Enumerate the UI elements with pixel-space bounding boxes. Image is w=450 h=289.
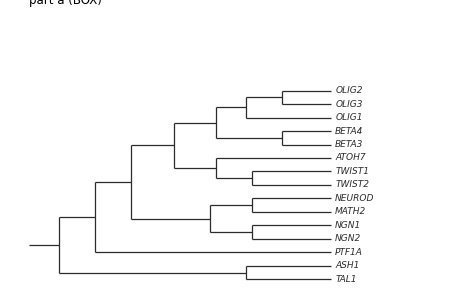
Text: OLIG3: OLIG3 bbox=[335, 99, 363, 109]
Text: OLIG1: OLIG1 bbox=[335, 113, 363, 122]
Text: BETA4: BETA4 bbox=[335, 127, 364, 136]
Text: NGN1: NGN1 bbox=[335, 221, 361, 230]
Text: NGN2: NGN2 bbox=[335, 234, 361, 243]
Text: NEUROD: NEUROD bbox=[335, 194, 374, 203]
Text: part a (BOX): part a (BOX) bbox=[29, 0, 102, 7]
Text: TWIST2: TWIST2 bbox=[335, 180, 369, 190]
Text: MATH2: MATH2 bbox=[335, 208, 366, 216]
Text: ASH1: ASH1 bbox=[335, 261, 360, 271]
Text: ATOH7: ATOH7 bbox=[335, 153, 366, 162]
Text: TWIST1: TWIST1 bbox=[335, 167, 369, 176]
Text: TAL1: TAL1 bbox=[335, 275, 357, 284]
Text: BETA3: BETA3 bbox=[335, 140, 364, 149]
Text: OLIG2: OLIG2 bbox=[335, 86, 363, 95]
Text: PTF1A: PTF1A bbox=[335, 248, 363, 257]
